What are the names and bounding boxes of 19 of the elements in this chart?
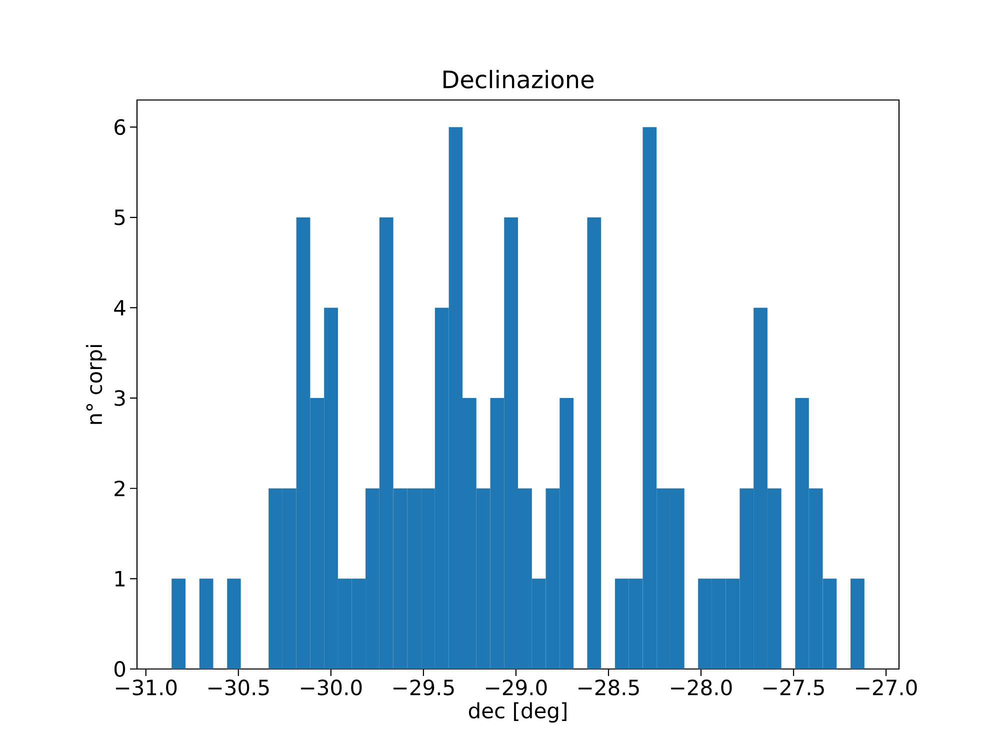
y-tick-label: 0	[114, 661, 126, 677]
y-tick-label: 6	[114, 119, 126, 136]
y-tick-label: 4	[114, 300, 126, 316]
x-tick-label: −29.5	[394, 680, 454, 696]
x-tick-label: −28.5	[578, 680, 639, 696]
x-tick-label: −30.5	[208, 680, 269, 696]
y-tick-label: 1	[115, 571, 125, 586]
y-axis-title: n° corpi	[86, 345, 106, 424]
x-tick-label: −31.0	[116, 680, 177, 696]
y-tick-label: 3	[114, 390, 125, 406]
y-tick-label: 5	[114, 210, 125, 226]
x-tick-label: −29.0	[486, 680, 547, 696]
x-tick-label: −28.0	[671, 680, 732, 696]
chart-title: Declinazione	[444, 70, 594, 88]
x-tick-label: −27.5	[764, 680, 824, 696]
x-tick-label: −27.0	[856, 680, 917, 696]
x-axis-title: dec [deg]	[468, 702, 566, 723]
y-tick-label: 2	[114, 480, 124, 496]
x-tick-label: −30.0	[300, 680, 362, 696]
